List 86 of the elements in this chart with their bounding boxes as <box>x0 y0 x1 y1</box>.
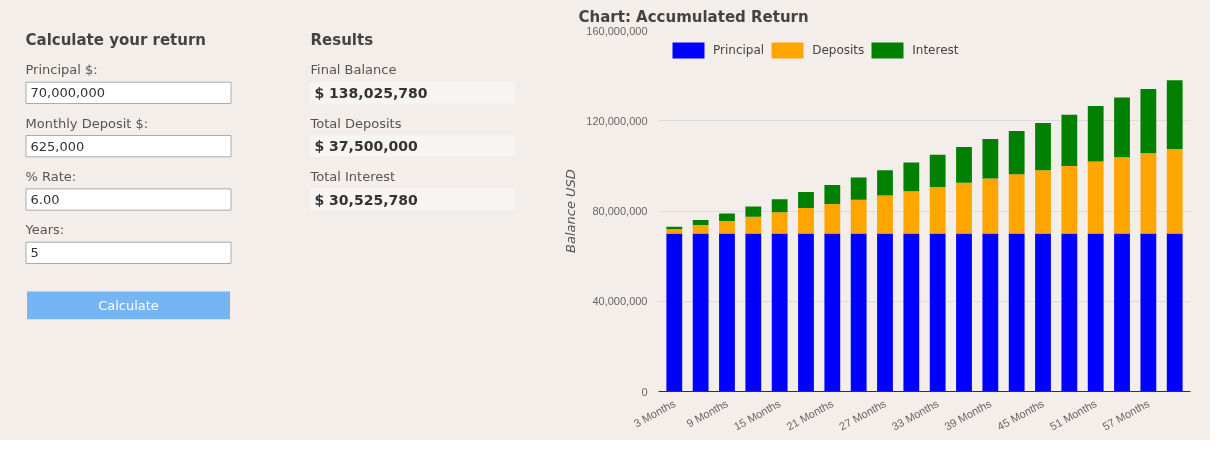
bar <box>929 187 946 234</box>
bar <box>982 233 999 392</box>
text: $ 30,525,780 <box>314 191 418 208</box>
text: 625,000 <box>30 138 85 154</box>
bar <box>745 206 762 217</box>
y-tick-label: 0 <box>641 385 648 398</box>
text: Total Interest <box>309 169 396 185</box>
bar <box>1061 114 1078 166</box>
bar <box>877 195 893 234</box>
bar <box>1035 170 1051 234</box>
bar <box>1140 153 1157 234</box>
y-tick-label: 120,000,000 <box>586 114 648 127</box>
bar <box>1008 233 1025 392</box>
text: % Rate: <box>25 169 77 185</box>
bar <box>719 213 735 221</box>
bar <box>903 191 920 234</box>
bar <box>719 220 735 234</box>
bar <box>982 178 999 234</box>
bar <box>956 233 972 392</box>
bar <box>850 199 867 234</box>
bar <box>1166 80 1183 149</box>
bar <box>1114 233 1130 392</box>
bar <box>1140 233 1157 392</box>
bar <box>1087 233 1104 392</box>
legend-label: Principal <box>713 43 765 57</box>
bar <box>692 233 709 392</box>
bar <box>824 233 841 392</box>
text: 5 <box>30 245 39 261</box>
bar <box>903 162 920 192</box>
bar <box>956 182 972 234</box>
bar <box>982 139 999 179</box>
text: Years: <box>24 222 65 238</box>
y-tick-label: 40,000,000 <box>592 295 648 308</box>
bar <box>719 233 735 392</box>
y-axis-title: Balance USD <box>563 169 579 253</box>
bar <box>956 146 972 183</box>
bar <box>1140 88 1157 154</box>
legend-label: Deposits <box>812 43 865 57</box>
bar <box>1008 130 1025 175</box>
bar <box>745 233 762 392</box>
text: Calculate <box>98 297 159 313</box>
bar <box>798 208 814 234</box>
bar <box>824 204 841 234</box>
bar <box>771 212 788 234</box>
bar <box>666 233 683 392</box>
bar <box>1061 233 1078 392</box>
bar <box>1008 174 1025 234</box>
text: Results <box>310 31 374 50</box>
bar <box>1114 97 1130 158</box>
y-tick-label: 160,000,000 <box>586 24 648 37</box>
bar <box>1061 165 1078 234</box>
text: Final Balance <box>310 62 397 78</box>
chart-title: Chart: Accumulated Return <box>578 7 809 26</box>
bar <box>666 229 683 234</box>
bar <box>798 192 814 209</box>
bar <box>1087 161 1104 234</box>
bar <box>929 233 946 392</box>
text: $ 37,500,000 <box>314 138 418 155</box>
bar <box>692 220 709 225</box>
bar <box>1166 148 1183 234</box>
bar <box>929 154 946 188</box>
bar <box>903 233 920 392</box>
bar <box>1114 157 1130 234</box>
bar <box>1035 233 1051 392</box>
text: 70,000,000 <box>30 85 105 101</box>
bar <box>1087 106 1104 162</box>
text: $ 138,025,780 <box>314 84 428 101</box>
text: Total Deposits <box>309 115 402 131</box>
bar <box>745 216 762 234</box>
bar <box>798 233 814 392</box>
bar <box>692 224 709 234</box>
text: Monthly Deposit $: <box>25 115 149 131</box>
text: 6.00 <box>30 192 60 208</box>
bar <box>771 199 788 213</box>
text: Calculate your return <box>25 31 207 50</box>
bar <box>1166 233 1183 392</box>
bar <box>850 177 867 200</box>
bar <box>771 233 788 392</box>
bar <box>877 170 893 196</box>
y-tick-label: 80,000,000 <box>592 205 648 217</box>
legend-label: Interest <box>912 43 959 57</box>
bar <box>850 233 867 392</box>
bar <box>877 233 893 392</box>
bar <box>1035 123 1051 171</box>
bar <box>824 185 841 205</box>
text: Principal $: <box>25 62 98 78</box>
